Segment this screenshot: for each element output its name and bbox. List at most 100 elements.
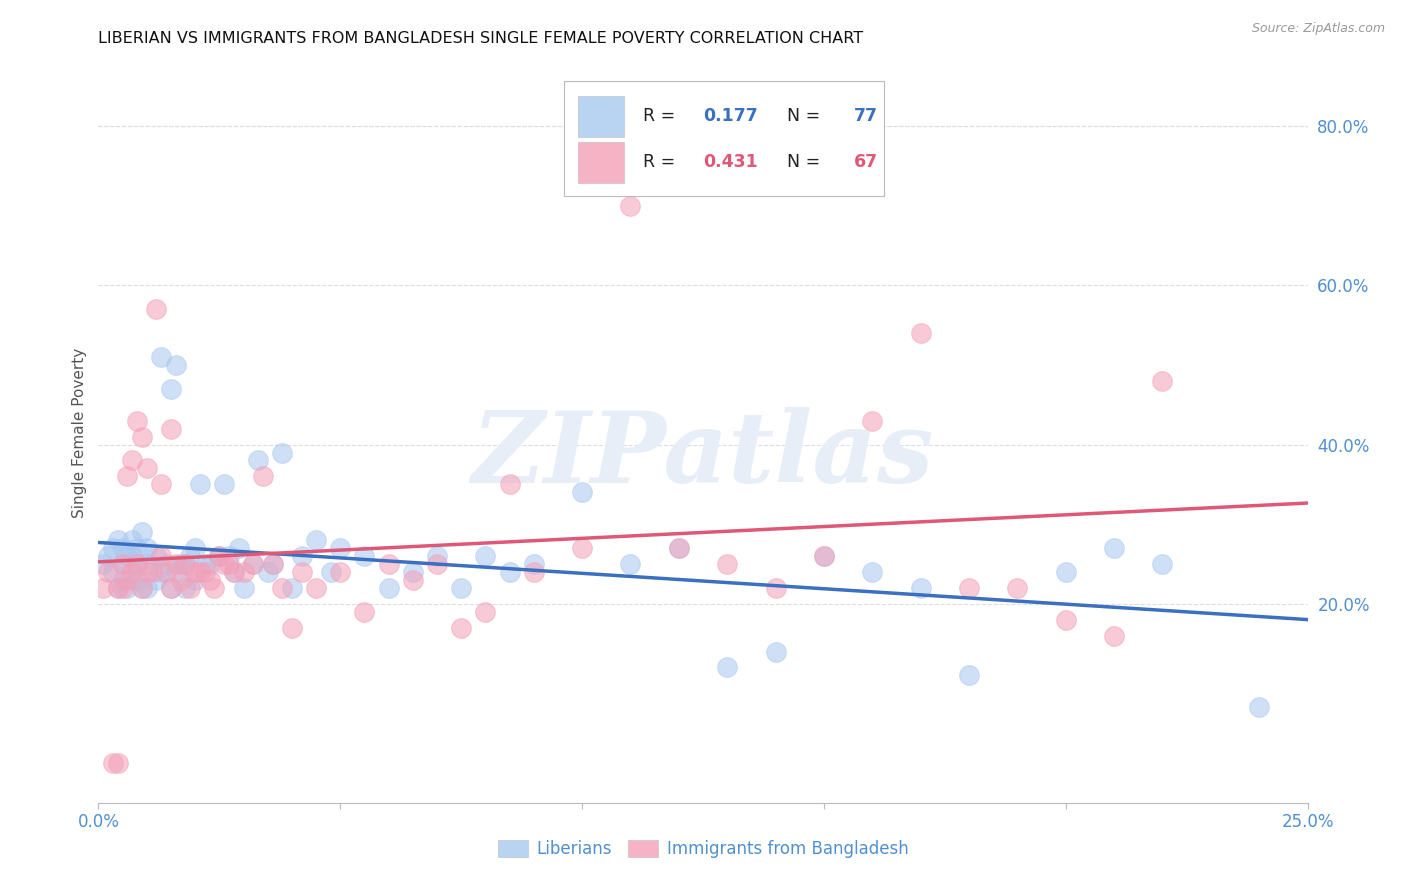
Point — [262, 557, 284, 571]
Point — [765, 644, 787, 658]
Point — [498, 477, 520, 491]
Point — [121, 565, 143, 579]
Point — [668, 541, 690, 555]
Point — [222, 565, 245, 579]
Point — [135, 557, 157, 571]
Point — [232, 565, 254, 579]
Point — [101, 541, 124, 555]
Point — [184, 541, 207, 555]
Point — [165, 358, 187, 372]
Point — [127, 541, 149, 555]
Point — [204, 581, 226, 595]
Text: N =: N = — [776, 153, 825, 171]
Point — [271, 445, 294, 459]
Point — [450, 581, 472, 595]
Point — [179, 581, 201, 595]
Point — [262, 557, 284, 571]
Point — [957, 668, 980, 682]
Point — [194, 557, 217, 571]
Point — [426, 557, 449, 571]
Point — [198, 557, 221, 571]
Point — [184, 573, 207, 587]
Point — [97, 565, 120, 579]
Point — [619, 199, 641, 213]
Point — [1102, 629, 1125, 643]
Point — [101, 565, 124, 579]
Point — [117, 581, 139, 595]
Point — [319, 565, 342, 579]
Point — [619, 557, 641, 571]
Point — [242, 557, 264, 571]
Point — [150, 549, 173, 563]
Point — [765, 581, 787, 595]
Point — [165, 565, 187, 579]
Point — [107, 533, 129, 547]
Point — [305, 581, 328, 595]
Point — [957, 581, 980, 595]
Point — [377, 557, 399, 571]
Point — [353, 549, 375, 563]
Legend: Liberians, Immigrants from Bangladesh: Liberians, Immigrants from Bangladesh — [491, 833, 915, 865]
Point — [256, 565, 278, 579]
Point — [111, 541, 134, 555]
Text: 77: 77 — [855, 108, 879, 126]
Point — [242, 557, 264, 571]
Text: 0.177: 0.177 — [703, 108, 758, 126]
Point — [135, 541, 157, 555]
Point — [860, 414, 883, 428]
Point — [1054, 565, 1077, 579]
Point — [194, 565, 217, 579]
Point — [145, 302, 167, 317]
Point — [111, 557, 134, 571]
Point — [474, 605, 496, 619]
Point — [188, 565, 211, 579]
Point — [450, 621, 472, 635]
Point — [117, 469, 139, 483]
Point — [155, 565, 177, 579]
Point — [498, 565, 520, 579]
Point — [305, 533, 328, 547]
Point — [208, 549, 231, 563]
Point — [1054, 613, 1077, 627]
Point — [218, 549, 240, 563]
Point — [1249, 700, 1271, 714]
Point — [1102, 541, 1125, 555]
Point — [281, 621, 304, 635]
Text: R =: R = — [643, 153, 681, 171]
Point — [107, 581, 129, 595]
Point — [150, 477, 173, 491]
Point — [145, 573, 167, 587]
Text: LIBERIAN VS IMMIGRANTS FROM BANGLADESH SINGLE FEMALE POVERTY CORRELATION CHART: LIBERIAN VS IMMIGRANTS FROM BANGLADESH S… — [98, 31, 863, 46]
Point — [165, 557, 187, 571]
Point — [91, 581, 114, 595]
Point — [426, 549, 449, 563]
Point — [1152, 374, 1174, 388]
Point — [117, 573, 139, 587]
Text: R =: R = — [643, 108, 681, 126]
Point — [111, 573, 134, 587]
Point — [97, 549, 120, 563]
Point — [377, 581, 399, 595]
Point — [1007, 581, 1029, 595]
Point — [813, 549, 835, 563]
Point — [101, 756, 124, 770]
Point — [179, 549, 201, 563]
Bar — [578, 142, 624, 183]
Point — [145, 549, 167, 563]
Point — [131, 581, 153, 595]
Point — [212, 477, 235, 491]
Point — [121, 533, 143, 547]
Point — [198, 573, 221, 587]
Point — [107, 756, 129, 770]
Point — [141, 565, 163, 579]
Text: 0.431: 0.431 — [703, 153, 758, 171]
Bar — [564, 81, 884, 195]
Point — [135, 565, 157, 579]
Point — [353, 605, 375, 619]
Point — [716, 660, 738, 674]
Point — [174, 557, 197, 571]
Point — [131, 525, 153, 540]
Point — [910, 326, 932, 340]
Text: Source: ZipAtlas.com: Source: ZipAtlas.com — [1251, 22, 1385, 36]
Point — [160, 382, 183, 396]
